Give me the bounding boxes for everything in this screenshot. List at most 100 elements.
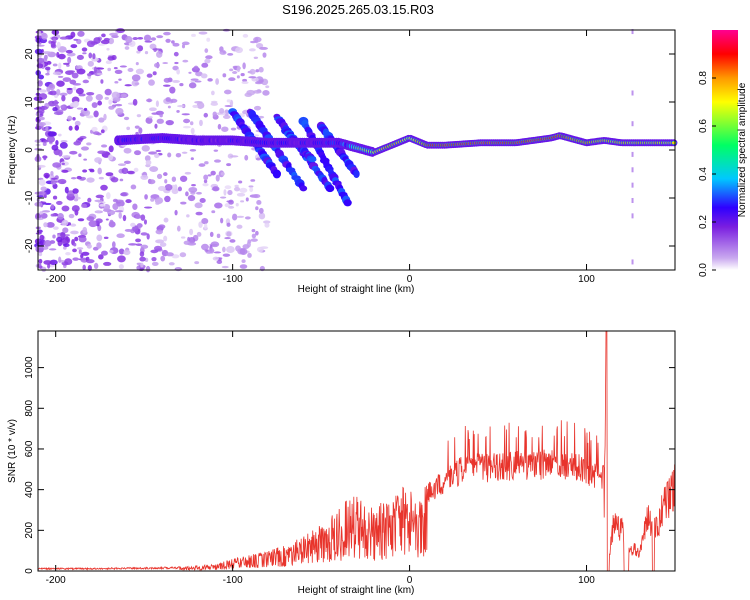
noise-blob bbox=[48, 248, 57, 251]
spectrogram-y-tick-label: -20 bbox=[24, 238, 35, 253]
noise-blob bbox=[73, 38, 79, 41]
noise-blob bbox=[201, 217, 209, 225]
noise-blob bbox=[64, 186, 69, 194]
noise-blob bbox=[199, 198, 206, 203]
noise-blob bbox=[140, 262, 144, 268]
noise-blob bbox=[179, 175, 188, 182]
noise-blob bbox=[156, 173, 163, 179]
noise-blob bbox=[249, 187, 254, 193]
noise-blob bbox=[209, 247, 215, 254]
noise-blob bbox=[202, 183, 209, 187]
noise-blob bbox=[213, 149, 219, 152]
noise-blob bbox=[251, 77, 259, 82]
colorbar-tick-label: 0.8 bbox=[698, 71, 709, 85]
noise-blob bbox=[234, 186, 240, 192]
streak-blob bbox=[325, 184, 335, 193]
noise-blob bbox=[211, 210, 216, 214]
noise-blob bbox=[159, 242, 167, 247]
noise-blob bbox=[124, 84, 132, 87]
noise-blob bbox=[43, 155, 47, 161]
noise-blob bbox=[175, 152, 182, 158]
noise-blob bbox=[144, 51, 149, 55]
noise-blob bbox=[219, 108, 225, 114]
noise-blob bbox=[85, 259, 95, 264]
noise-blob bbox=[189, 228, 194, 236]
noise-blob bbox=[42, 139, 49, 143]
noise-blob bbox=[171, 254, 180, 259]
noise-blob bbox=[238, 180, 243, 184]
noise-blob bbox=[212, 256, 219, 261]
noise-blob bbox=[252, 90, 262, 94]
noise-blob bbox=[247, 252, 252, 258]
noise-blob bbox=[77, 30, 85, 37]
noise-blob bbox=[190, 127, 195, 135]
vertical-artifact bbox=[631, 90, 634, 96]
noise-blob bbox=[72, 116, 76, 121]
noise-blob bbox=[34, 48, 43, 55]
noise-blob bbox=[188, 82, 197, 89]
noise-blob bbox=[44, 202, 52, 206]
noise-blob bbox=[212, 186, 220, 192]
noise-blob bbox=[74, 125, 80, 131]
noise-blob bbox=[86, 40, 96, 48]
noise-blob bbox=[204, 58, 211, 64]
noise-blob bbox=[144, 40, 153, 43]
noise-blob bbox=[255, 206, 259, 211]
noise-blob bbox=[240, 200, 245, 203]
colorbar-tick-label: 0.6 bbox=[698, 119, 709, 133]
snr-y-tick-label: 200 bbox=[24, 522, 35, 539]
noise-blob bbox=[107, 56, 115, 61]
noise-blob bbox=[62, 227, 69, 234]
noise-blob bbox=[82, 226, 88, 234]
noise-blob bbox=[242, 33, 249, 38]
noise-blob bbox=[66, 87, 73, 90]
noise-blob bbox=[38, 74, 45, 80]
spectrogram-x-label: Height of straight line (km) bbox=[298, 284, 415, 295]
noise-blob bbox=[173, 51, 179, 57]
noise-blob bbox=[61, 162, 66, 165]
noise-blob bbox=[176, 109, 180, 113]
noise-blob bbox=[114, 80, 119, 84]
noise-blob bbox=[186, 214, 190, 218]
spectrogram-x-tick-label: 0 bbox=[407, 274, 413, 285]
noise-blob bbox=[107, 67, 112, 72]
noise-blob bbox=[109, 219, 114, 225]
noise-blob bbox=[255, 157, 262, 161]
noise-blob bbox=[152, 48, 161, 51]
noise-blob bbox=[135, 214, 141, 219]
spectrogram-x-tick-label: 100 bbox=[578, 274, 595, 285]
noise-blob bbox=[255, 69, 260, 73]
noise-blob bbox=[59, 36, 69, 40]
noise-blob bbox=[154, 62, 160, 68]
noise-blob bbox=[203, 112, 209, 118]
noise-blob bbox=[76, 54, 84, 60]
noise-blob bbox=[61, 205, 70, 212]
noise-blob bbox=[164, 183, 173, 191]
noise-blob bbox=[253, 56, 259, 60]
noise-blob bbox=[76, 107, 84, 110]
noise-blob bbox=[83, 158, 87, 161]
noise-blob bbox=[171, 40, 175, 44]
noise-blob bbox=[60, 139, 68, 143]
noise-blob bbox=[63, 246, 67, 250]
noise-blob bbox=[73, 100, 80, 107]
noise-blob bbox=[110, 176, 119, 183]
noise-blob bbox=[183, 118, 191, 124]
noise-blob bbox=[160, 255, 166, 262]
noise-blob bbox=[52, 162, 62, 168]
noise-blob bbox=[108, 145, 114, 153]
snr-series-line bbox=[38, 331, 675, 571]
noise-blob bbox=[204, 161, 209, 165]
noise-blob bbox=[258, 212, 266, 220]
noise-blob bbox=[250, 179, 256, 182]
noise-blob bbox=[230, 127, 237, 131]
noise-blob bbox=[236, 65, 241, 73]
noise-blob bbox=[188, 186, 198, 193]
noise-blob bbox=[95, 94, 103, 101]
colorbar-tick-label: 0.4 bbox=[698, 167, 709, 181]
noise-blob bbox=[82, 79, 89, 84]
noise-blob bbox=[70, 223, 77, 227]
noise-blob bbox=[244, 154, 249, 161]
noise-blob bbox=[210, 102, 219, 106]
